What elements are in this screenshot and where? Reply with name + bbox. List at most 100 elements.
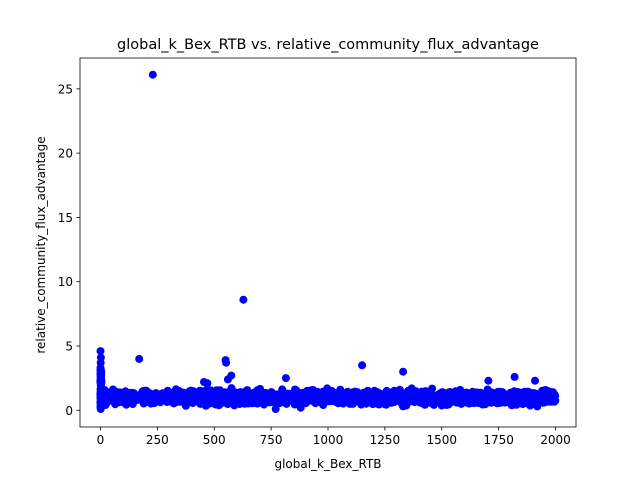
scatter-point [428, 384, 437, 393]
scatter-point [418, 393, 427, 402]
scatter-point [531, 376, 539, 385]
scatter-point [303, 391, 312, 400]
scatter-point [404, 386, 413, 395]
scatter-point [162, 395, 171, 404]
scatter-point [485, 397, 494, 406]
scatter-point [272, 398, 281, 407]
y-tick-label: 25 [58, 82, 73, 96]
scatter-point [361, 389, 370, 398]
axes-layer: 0 250 500 750 1000 1250 1500 1750 2000 0 5 10 15 20 25 [58, 57, 577, 447]
scatter-point [355, 392, 364, 400]
scatter-point [169, 395, 178, 404]
scatter-point [200, 399, 209, 408]
scatter-point [420, 400, 429, 409]
chart-title: global_k_Bex_RTB vs. relative_community_… [117, 37, 539, 53]
scatter-point [290, 391, 298, 400]
x-tick-label: 1000 [313, 433, 344, 447]
x-tick-label: 1500 [426, 433, 457, 447]
scatter-point [122, 396, 131, 405]
x-tick-label: 1750 [483, 433, 514, 447]
scatter-point [427, 396, 436, 405]
scatter-point [96, 405, 105, 413]
scatter-point [314, 396, 323, 405]
scatter-point [312, 388, 321, 397]
scatter-point [475, 389, 484, 398]
scatter-point [222, 358, 231, 367]
scatter-point [258, 395, 267, 404]
scatter-point [357, 400, 366, 409]
scatter-point [96, 381, 105, 390]
x-tick-label: 2000 [540, 433, 571, 447]
scatter-point [528, 395, 537, 404]
scatter-point [214, 389, 223, 398]
scatter-point [484, 376, 493, 385]
scatter-point [140, 390, 148, 399]
scatter-point [238, 396, 247, 405]
scatter-point [498, 396, 507, 405]
plot-frame [79, 57, 577, 428]
scatter-point [239, 295, 248, 304]
scatter-point [220, 395, 229, 404]
scatter-point [195, 392, 204, 401]
scatter-point [347, 394, 356, 403]
scatter-point [399, 402, 408, 411]
scatter-point [296, 403, 305, 412]
scatter-point [445, 391, 454, 400]
y-tick-label: 15 [58, 211, 73, 225]
scatter-point [229, 390, 238, 399]
scatter-point [456, 392, 465, 401]
x-tick-label: 500 [203, 433, 226, 447]
y-tick-label: 0 [65, 404, 73, 418]
y-tick-label: 10 [58, 275, 73, 289]
scatter-point [241, 387, 250, 396]
scatter-point [151, 389, 160, 398]
scatter-point [324, 387, 333, 396]
scatter-point [268, 391, 277, 400]
scatter-point [399, 367, 408, 376]
scatter-point [376, 395, 384, 403]
x-tick-label: 0 [97, 433, 105, 447]
scatter-point [283, 396, 292, 405]
x-tick-label: 1250 [370, 433, 401, 447]
scatter-point [533, 402, 542, 411]
scatter-point [522, 392, 530, 401]
points-layer [96, 70, 560, 413]
scatter-point [510, 372, 519, 381]
scatter-point [114, 393, 123, 402]
scatter-point [465, 399, 474, 408]
scatter-point [394, 396, 403, 404]
scatter-point [107, 391, 116, 400]
scatter-point [492, 395, 501, 404]
scatter-point [515, 391, 524, 400]
scatter-point [249, 399, 257, 408]
scatter-point [369, 394, 378, 403]
scatter-point [203, 379, 212, 388]
scatter-point [202, 390, 211, 399]
scatter-point [135, 354, 144, 363]
scatter-point [515, 398, 524, 407]
x-axis-label: global_k_Bex_RTB [274, 457, 381, 471]
y-axis-label: relative_community_flux_advantage [34, 136, 48, 353]
scatter-point [230, 401, 239, 410]
y-tick-label: 5 [65, 340, 73, 354]
scatter-point [548, 392, 557, 401]
y-tick-label: 20 [58, 147, 73, 161]
scatter-point [271, 405, 280, 413]
scatter-point [129, 389, 138, 398]
scatter-point [332, 393, 341, 402]
scatter-point [483, 390, 492, 399]
scatter-point [409, 392, 418, 401]
scatter-point [148, 70, 157, 79]
scatter-point [338, 395, 347, 404]
scatter-point [96, 347, 105, 356]
scatter-point [181, 390, 190, 399]
x-tick-label: 750 [260, 433, 283, 447]
scatter-point [358, 361, 367, 370]
x-tick-label: 250 [146, 433, 169, 447]
scatter-point [281, 374, 290, 383]
scatter-point [541, 391, 550, 400]
scatter-point [290, 400, 299, 409]
scatter-point [250, 390, 259, 398]
